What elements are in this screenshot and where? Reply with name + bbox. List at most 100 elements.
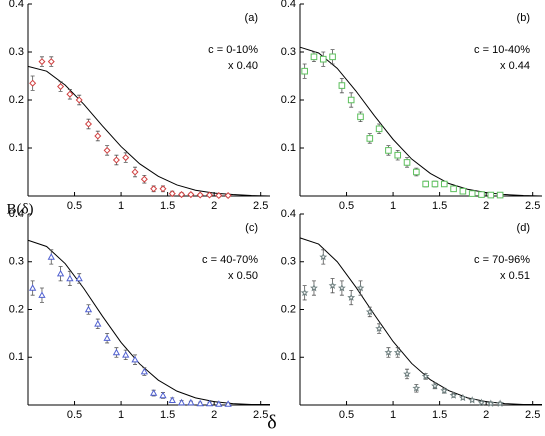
data-point xyxy=(375,125,383,133)
y-tick-label: 0.3 xyxy=(281,256,296,268)
data-point xyxy=(478,191,485,198)
x-tick-label: 2.5 xyxy=(253,200,268,212)
data-point xyxy=(196,191,204,199)
data-point xyxy=(150,185,158,193)
x-axis-label: δ xyxy=(267,412,276,434)
annotation: c = 70-96% xyxy=(474,254,530,266)
data-point xyxy=(403,369,411,378)
annotation: x 0.40 xyxy=(228,60,258,72)
data-point xyxy=(496,399,505,407)
x-tick-label: 1 xyxy=(118,409,124,421)
data-point xyxy=(75,96,83,104)
panel-label: (d) xyxy=(517,222,530,234)
data-point xyxy=(38,291,46,298)
data-point xyxy=(413,168,420,176)
x-tick-label: 0.5 xyxy=(67,409,82,421)
x-tick-label: 0.5 xyxy=(67,200,82,212)
data-point xyxy=(403,159,411,166)
data-point xyxy=(319,55,327,63)
data-point xyxy=(177,398,186,406)
data-point xyxy=(384,348,393,356)
data-point xyxy=(75,274,83,282)
x-tick-label: 1.5 xyxy=(160,200,175,212)
data-point xyxy=(356,283,365,292)
data-point xyxy=(94,319,102,327)
data-point xyxy=(103,146,111,154)
data-point xyxy=(431,381,439,390)
data-point xyxy=(57,83,65,91)
data-point xyxy=(394,151,402,159)
x-tick-label: 0.5 xyxy=(339,409,354,421)
data-point xyxy=(366,135,374,142)
data-point xyxy=(205,191,214,199)
data-point xyxy=(56,269,65,277)
data-point xyxy=(412,384,421,392)
data-point xyxy=(140,367,148,375)
y-tick-label: 0.3 xyxy=(281,46,296,58)
data-point xyxy=(205,399,214,407)
data-point xyxy=(440,180,448,188)
data-point xyxy=(449,391,458,399)
data-point xyxy=(385,147,392,154)
x-tick-label: 2.5 xyxy=(525,409,540,421)
data-point xyxy=(215,192,223,200)
data-point xyxy=(47,253,55,260)
y-tick-label: 0.4 xyxy=(9,208,24,220)
y-tick-label: 0.1 xyxy=(9,351,24,363)
data-point xyxy=(122,351,130,358)
y-tick-label: 0.2 xyxy=(9,94,24,106)
y-tick-label: 0.1 xyxy=(281,142,296,154)
data-point xyxy=(459,187,467,195)
data-point xyxy=(131,355,139,363)
data-point xyxy=(103,334,111,341)
data-point xyxy=(122,154,130,162)
y-tick-label: 0.4 xyxy=(9,0,24,10)
data-point xyxy=(187,398,195,406)
data-point xyxy=(487,191,495,199)
data-point xyxy=(338,82,346,89)
data-point xyxy=(66,274,74,282)
y-tick-label: 0.3 xyxy=(9,46,24,58)
data-point xyxy=(112,348,121,356)
data-point xyxy=(347,96,355,104)
data-point xyxy=(84,305,93,313)
data-point xyxy=(486,399,495,407)
data-point xyxy=(421,372,430,380)
y-tick-label: 0.4 xyxy=(281,0,296,10)
data-point xyxy=(66,90,74,98)
panel-label: (c) xyxy=(245,222,258,234)
y-tick-label: 0.3 xyxy=(9,256,24,268)
annotation: c = 0-10% xyxy=(208,44,258,56)
y-tick-label: 0.2 xyxy=(281,94,296,106)
data-point xyxy=(347,293,356,301)
data-point xyxy=(140,175,148,183)
data-point xyxy=(215,400,223,407)
x-tick-label: 2.5 xyxy=(525,200,540,212)
fit-curve xyxy=(27,65,271,197)
data-point xyxy=(375,324,384,332)
data-point xyxy=(468,396,477,404)
y-tick-label: 0.1 xyxy=(9,142,24,154)
data-point xyxy=(310,53,318,61)
x-tick-label: 2 xyxy=(483,200,489,212)
x-tick-label: 1 xyxy=(390,200,396,212)
x-tick-label: 1.5 xyxy=(432,200,447,212)
panel-label: (a) xyxy=(245,12,258,24)
data-point xyxy=(357,113,364,121)
y-tick-label: 0.1 xyxy=(281,351,296,363)
x-tick-label: 1 xyxy=(118,200,124,212)
annotation: c = 40-70% xyxy=(202,254,258,266)
x-tick-label: 1.5 xyxy=(160,409,175,421)
annotation: x 0.44 xyxy=(500,60,530,72)
data-point xyxy=(450,185,457,193)
data-point xyxy=(187,191,195,199)
data-point xyxy=(94,132,102,140)
data-point xyxy=(496,191,504,199)
data-point xyxy=(393,348,402,356)
data-point xyxy=(329,53,336,61)
panel-label: (b) xyxy=(517,12,530,24)
data-point xyxy=(328,281,337,289)
data-point xyxy=(365,307,374,316)
y-tick-label: 0.2 xyxy=(9,303,24,315)
